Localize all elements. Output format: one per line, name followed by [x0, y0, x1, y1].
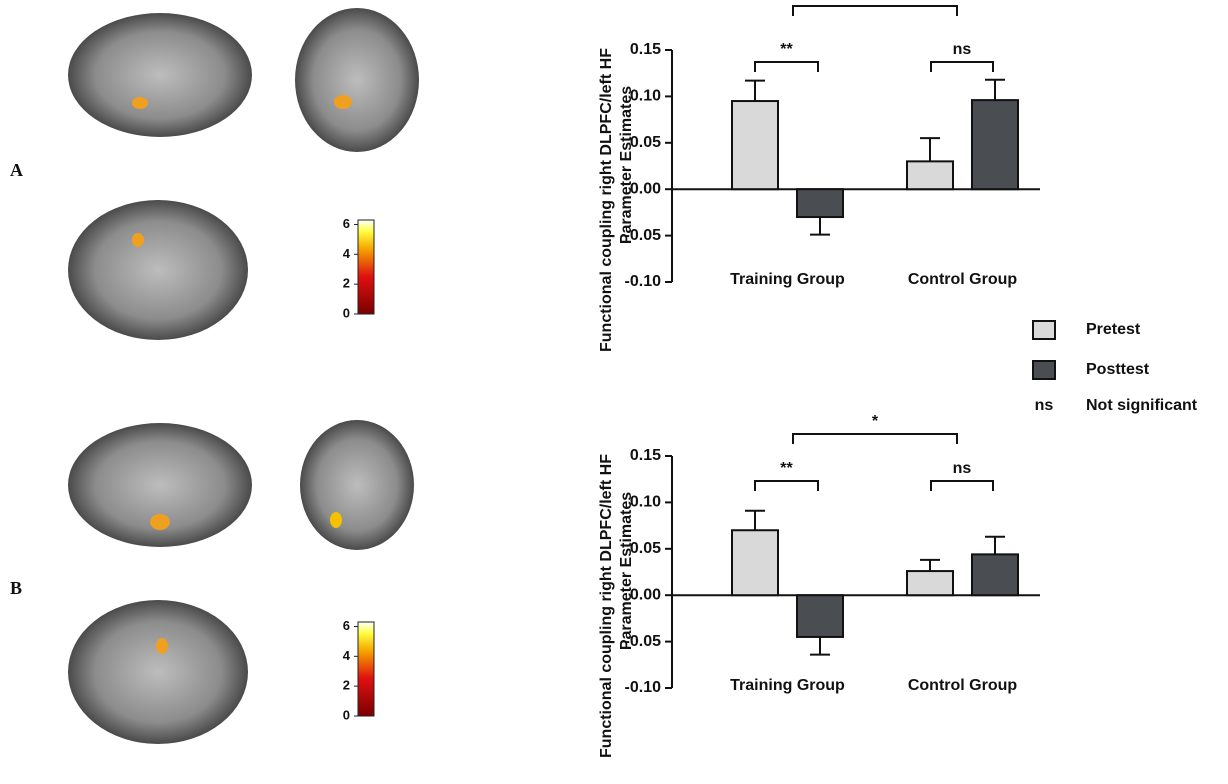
significance-bracket — [755, 62, 818, 72]
legend-symbol: ns — [1035, 397, 1054, 414]
colorbar — [358, 622, 374, 716]
x-tick-label: Training Group — [730, 271, 845, 288]
significance-label: ns — [953, 460, 972, 477]
significance-label: ** — [780, 460, 793, 477]
bar — [907, 161, 953, 189]
y-tick-label: 0.15 — [630, 41, 661, 58]
x-tick-label: Control Group — [908, 677, 1018, 694]
legend-swatch — [1033, 321, 1055, 339]
x-tick-label: Control Group — [908, 271, 1018, 288]
bar — [732, 101, 778, 189]
panel-label: A — [10, 160, 23, 180]
y-axis-label: Parameter Estimates — [618, 86, 635, 244]
bar — [732, 530, 778, 595]
colorbar-tick-label: 0 — [343, 305, 350, 320]
colorbar-tick-label: 2 — [343, 276, 350, 291]
y-axis-label: Functional coupling right DLPFC/left HF — [598, 454, 615, 758]
colorbar-tick-label: 0 — [343, 707, 350, 722]
bar — [972, 100, 1018, 189]
significance-label: ** — [780, 41, 793, 58]
y-tick-label: -0.10 — [625, 273, 662, 290]
legend-label: Pretest — [1086, 321, 1141, 338]
legend-label: Posttest — [1086, 361, 1150, 378]
colorbar-tick-label: 4 — [343, 648, 351, 663]
significance-bracket — [793, 6, 957, 16]
bar — [972, 554, 1018, 595]
colorbar-tick-label: 2 — [343, 678, 350, 693]
significance-label: ns — [953, 41, 972, 58]
colorbar-tick-label: 4 — [343, 246, 351, 261]
y-tick-label: 0.15 — [630, 447, 661, 464]
legend-note: Not significant — [1086, 397, 1198, 414]
colorbar — [358, 220, 374, 314]
bar — [797, 189, 843, 217]
panel-label: B — [10, 578, 22, 598]
figure: A B ns Not significant 0 2 4 6 0 2 4 6 Pretest Po… — [0, 0, 1228, 784]
legend-swatch — [1033, 361, 1055, 379]
significance-label: * — [872, 413, 879, 430]
bar — [797, 595, 843, 637]
significance-bracket — [931, 481, 993, 491]
bar — [907, 571, 953, 595]
significance-bracket — [931, 62, 993, 72]
y-tick-label: -0.10 — [625, 679, 662, 696]
colorbar-tick-label: 6 — [343, 216, 350, 231]
significance-bracket — [755, 481, 818, 491]
colorbar-tick-label: 6 — [343, 618, 350, 633]
y-axis-label: Parameter Estimates — [618, 492, 635, 650]
significance-bracket — [793, 434, 957, 444]
x-tick-label: Training Group — [730, 677, 845, 694]
y-axis-label: Functional coupling right DLPFC/left HF — [598, 48, 615, 352]
